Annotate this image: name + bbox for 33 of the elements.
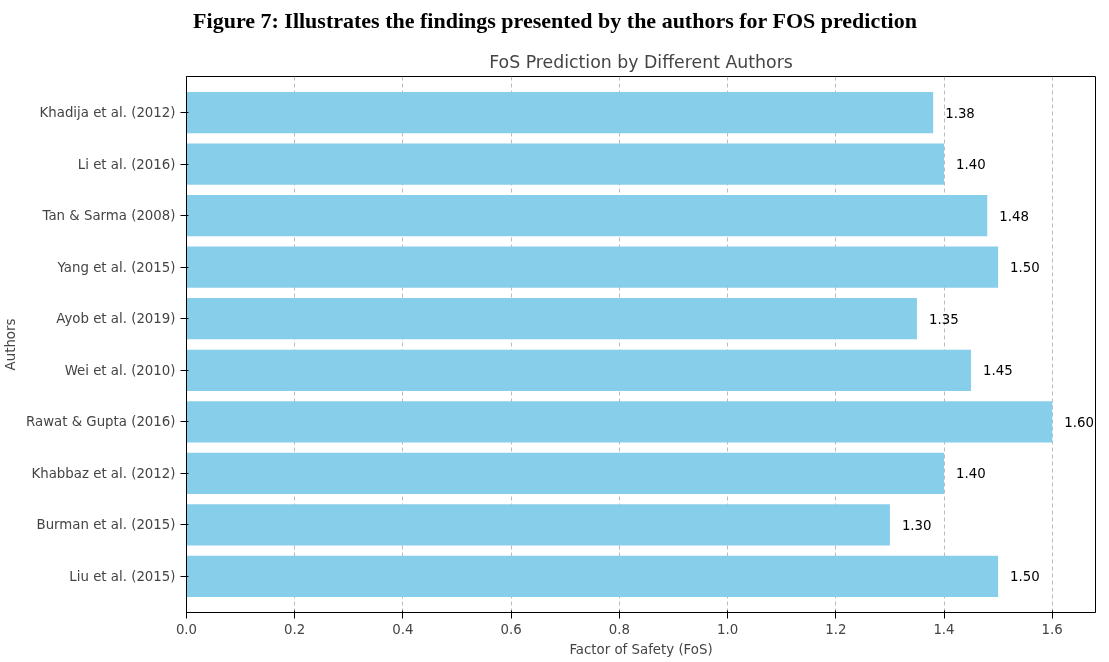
y-tick-label: Khabbaz et al. (2012) [31, 465, 176, 481]
x-tick-label: 0.4 [392, 621, 414, 637]
data-label: 1.60 [1064, 414, 1094, 430]
y-tick-label: Khadija et al. (2012) [39, 105, 176, 121]
x-tick-label: 1.4 [933, 621, 955, 637]
caption: Figure 7: Illustrates the findings presented by the authors for FOS prediction [193, 7, 917, 35]
data-label: 1.38 [945, 105, 975, 121]
data-label: 1.50 [1010, 569, 1040, 585]
x-tick-label: 0.2 [284, 621, 306, 637]
y-tick-label: Li et al. (2016) [77, 156, 176, 172]
x-axis-title: Factor of Safety (FoS) [569, 641, 713, 657]
chart-title: FoS Prediction by Different Authors [489, 51, 793, 72]
y-tick-label: Liu et al. (2015) [69, 568, 176, 584]
y-axis-title: Authors [3, 318, 19, 371]
data-label: 1.40 [956, 466, 986, 482]
y-tick-label: Tan & Sarma (2008) [41, 208, 176, 224]
data-label: 1.48 [999, 208, 1029, 224]
y-tick-label: Yang et al. (2015) [56, 259, 176, 275]
y-tick-label: Ayob et al. (2019) [56, 311, 176, 327]
data-label: 1.30 [901, 517, 932, 533]
data-label: 1.40 [956, 157, 986, 173]
x-tick-label: 0.0 [175, 621, 198, 637]
y-tick-label: Burman et al. (2015) [36, 517, 176, 533]
data-label: 1.50 [1010, 260, 1040, 276]
x-tick-label: 1.0 [716, 621, 739, 637]
data-label: 1.35 [928, 311, 959, 327]
y-tick-label: Rawat & Gupta (2016) [26, 414, 176, 430]
data-label: 1.45 [983, 363, 1013, 379]
x-tick-label: 1.6 [1041, 621, 1063, 637]
x-tick-label: 0.8 [608, 621, 630, 637]
x-tick-label: 1.2 [825, 621, 847, 637]
x-tick-label: 0.6 [500, 621, 522, 637]
y-tick-label: Wei et al. (2010) [64, 362, 176, 378]
